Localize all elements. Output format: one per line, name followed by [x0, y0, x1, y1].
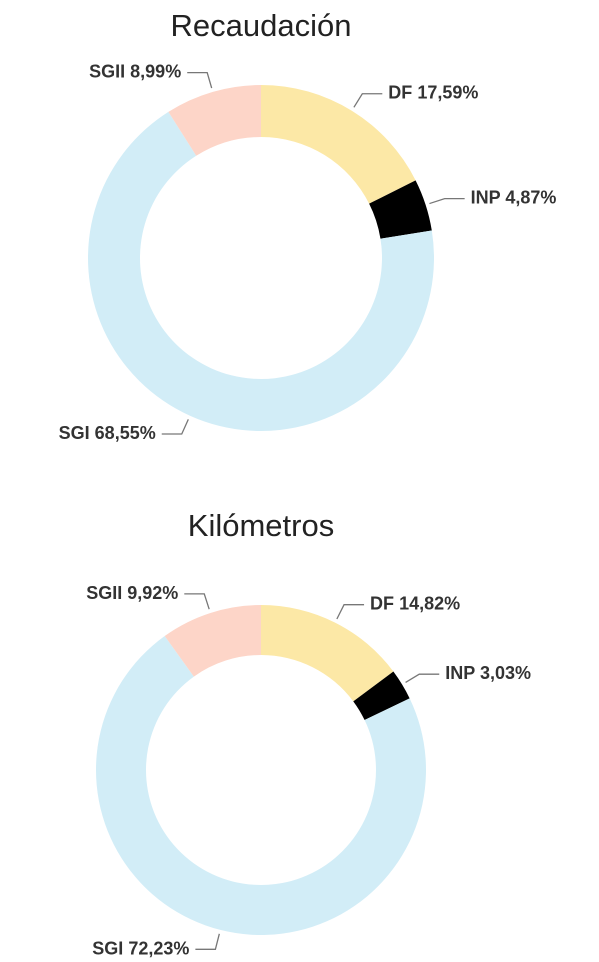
- chart-title: Recaudación: [171, 8, 352, 43]
- slice-label: SGII 9,92%: [86, 583, 178, 603]
- donut-slice: [353, 671, 410, 721]
- slice-name: INP: [445, 663, 475, 683]
- slice-name: DF: [370, 593, 394, 613]
- chart-title: Kilómetros: [188, 508, 334, 543]
- slice-label: SGI 68,55%: [59, 423, 156, 443]
- slice-value: 68,55%: [95, 423, 156, 443]
- slice-value: 14,82%: [399, 593, 460, 613]
- slice-name: SGII: [86, 583, 122, 603]
- slice-label: DF 14,82%: [370, 593, 460, 613]
- slice-label: SGII 8,99%: [89, 61, 181, 81]
- leader-line: [195, 933, 220, 950]
- slice-value: 4,87%: [505, 187, 556, 207]
- leader-line: [161, 419, 189, 435]
- donut-slice: [261, 605, 394, 702]
- slice-label: DF 17,59%: [388, 82, 478, 102]
- slice-value: 17,59%: [417, 82, 478, 102]
- slice-label: INP 4,87%: [471, 187, 557, 207]
- leader-line: [429, 197, 465, 205]
- slice-name: SGI: [92, 938, 123, 958]
- leader-line: [353, 93, 383, 108]
- donut-slice: [87, 111, 434, 431]
- leader-line: [187, 71, 213, 89]
- slice-name: SGI: [59, 423, 90, 443]
- slice-value: 9,92%: [127, 583, 178, 603]
- slice-value: 8,99%: [130, 61, 181, 81]
- slice-value: 3,03%: [480, 663, 531, 683]
- donut-slice: [261, 85, 416, 204]
- donut-slice: [168, 85, 261, 156]
- slice-name: DF: [388, 82, 412, 102]
- donut-slice: [164, 605, 261, 677]
- slice-label: INP 3,03%: [445, 663, 531, 683]
- leader-line: [405, 673, 440, 684]
- slice-name: INP: [471, 187, 501, 207]
- slice-label: SGI 72,23%: [92, 938, 189, 958]
- donut-slice: [369, 180, 432, 239]
- leader-line: [184, 593, 210, 610]
- slice-name: SGII: [89, 61, 125, 81]
- slice-value: 72,23%: [128, 938, 189, 958]
- donut-slice: [95, 636, 426, 935]
- leader-line: [336, 604, 365, 620]
